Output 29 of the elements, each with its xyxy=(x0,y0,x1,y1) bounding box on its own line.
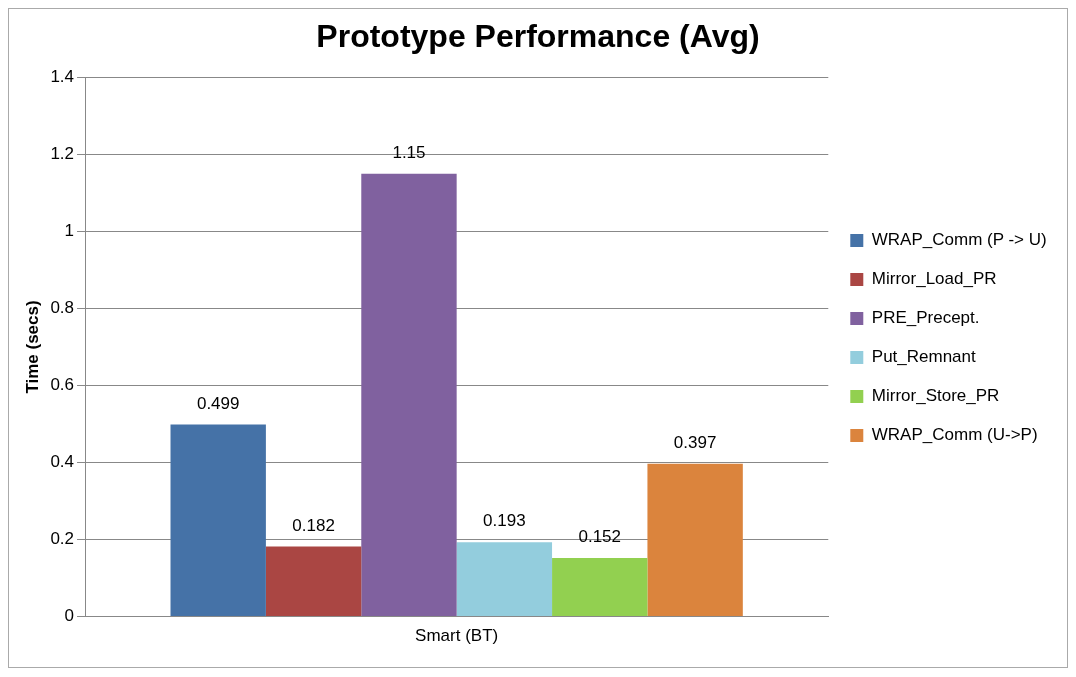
data-label: 0.182 xyxy=(292,515,335,535)
bar xyxy=(552,558,648,617)
y-tick-label: 1.2 xyxy=(50,144,75,164)
bar xyxy=(361,173,457,617)
data-label: 0.152 xyxy=(578,527,622,547)
y-tick-label: 0.2 xyxy=(50,529,75,549)
bar xyxy=(265,546,362,617)
y-tick-label: 0.6 xyxy=(50,375,75,395)
legend-label: Put_Remnant xyxy=(871,347,977,367)
legend-label: Mirror_Store_PR xyxy=(871,386,1000,406)
y-tick-label: 0.4 xyxy=(50,452,75,472)
bar xyxy=(170,424,266,617)
legend-label: PRE_Precept. xyxy=(871,308,980,328)
y-axis-title: Time (secs) xyxy=(22,300,42,394)
data-label: 0.397 xyxy=(673,432,717,452)
data-label: 0.499 xyxy=(196,393,240,413)
x-tick-label: Smart (BT) xyxy=(415,626,499,646)
legend-label: Mirror_Load_PR xyxy=(871,269,997,289)
data-label: 1.15 xyxy=(392,142,426,162)
legend-label: WRAP_Comm (U->P) xyxy=(871,425,1038,445)
y-tick-label: 1 xyxy=(64,221,75,241)
data-label: 0.193 xyxy=(483,511,526,531)
y-tick-label: 0 xyxy=(64,606,75,626)
y-tick-label: 1.4 xyxy=(50,67,75,87)
legend-label: WRAP_Comm (P -> U) xyxy=(871,230,1047,250)
y-tick-label: 0.8 xyxy=(50,298,75,318)
chart-title: Prototype Performance (Avg) xyxy=(316,18,760,55)
bar xyxy=(456,542,553,617)
bar xyxy=(647,463,743,617)
